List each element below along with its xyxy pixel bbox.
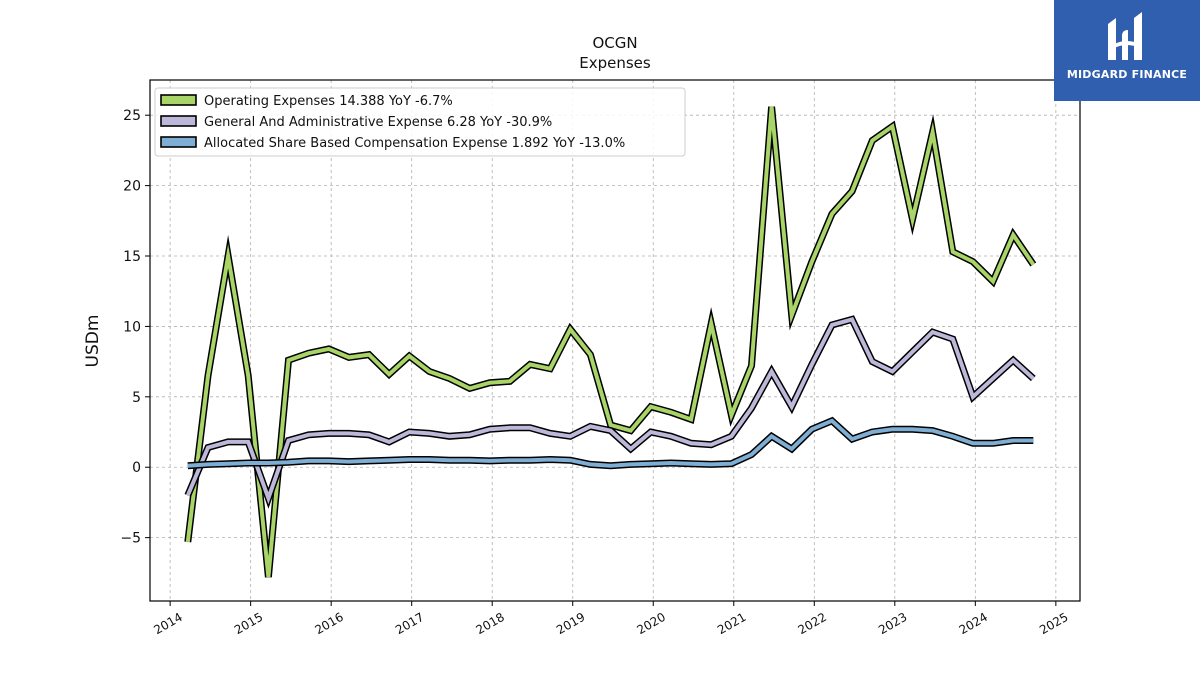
legend: Operating Expenses 14.388 YoY -6.7% Gene… — [154, 87, 686, 157]
x-tick-label: 2023 — [876, 610, 909, 637]
x-tick-label: 2017 — [393, 610, 426, 637]
grid-lines — [150, 80, 1080, 601]
x-tick-label: 2015 — [232, 610, 265, 637]
x-tick-label: 2014 — [151, 610, 184, 637]
legend-swatch-general-administrative — [160, 115, 197, 127]
x-tick-label: 2025 — [1037, 610, 1070, 637]
logo-text: MIDGARD FINANCE — [1066, 68, 1188, 81]
legend-swatch-operating-expenses — [160, 94, 197, 106]
x-tick-label: 2020 — [635, 610, 668, 637]
midgard-finance-logo: MIDGARD FINANCE — [1054, 0, 1200, 101]
series-outline — [184, 106, 1037, 578]
y-axis-ticks: −5 0 5 10 15 20 25 — [120, 108, 150, 547]
y-tick-label: −5 — [120, 531, 141, 547]
y-tick-label: 20 — [123, 179, 141, 195]
y-tick-label: 10 — [123, 319, 141, 335]
series-line — [185, 317, 1035, 505]
legend-label-general-administrative: General And Administrative Expense 6.28 … — [204, 115, 552, 130]
x-axis-ticks: 2014 2015 2016 2017 2018 2019 2020 2021 2022 2023… — [151, 601, 1071, 637]
legend-box — [154, 87, 686, 157]
series-lines — [184, 106, 1037, 578]
legend-label-share-based-compensation: Allocated Share Based Compensation Expen… — [204, 136, 625, 151]
series-line — [187, 418, 1034, 468]
x-tick-label: 2024 — [957, 610, 990, 637]
x-tick-label: 2019 — [554, 610, 587, 637]
series-line — [185, 106, 1035, 578]
x-tick-label: 2018 — [473, 610, 506, 637]
chart-subtitle: Expenses — [579, 54, 651, 72]
series-operating-expenses — [184, 106, 1037, 578]
midgard-logo-icon — [1108, 12, 1142, 60]
y-tick-label: 15 — [123, 249, 141, 265]
legend-swatch-share-based-compensation — [160, 136, 197, 148]
legend-label-operating-expenses: Operating Expenses 14.388 YoY -6.7% — [204, 94, 453, 109]
x-tick-label: 2016 — [312, 610, 345, 637]
y-tick-label: 5 — [132, 390, 141, 406]
x-tick-label: 2021 — [715, 610, 748, 637]
y-tick-label: 25 — [123, 108, 141, 124]
y-axis-label: USDm — [83, 315, 103, 368]
chart-title: OCGN — [592, 34, 637, 52]
series-share-based-compensation — [187, 416, 1034, 470]
x-tick-label: 2022 — [796, 610, 829, 637]
series-outline — [184, 315, 1036, 509]
y-tick-label: 0 — [132, 460, 141, 476]
series-general-administrative — [184, 315, 1036, 509]
plot-frame — [149, 79, 1081, 602]
